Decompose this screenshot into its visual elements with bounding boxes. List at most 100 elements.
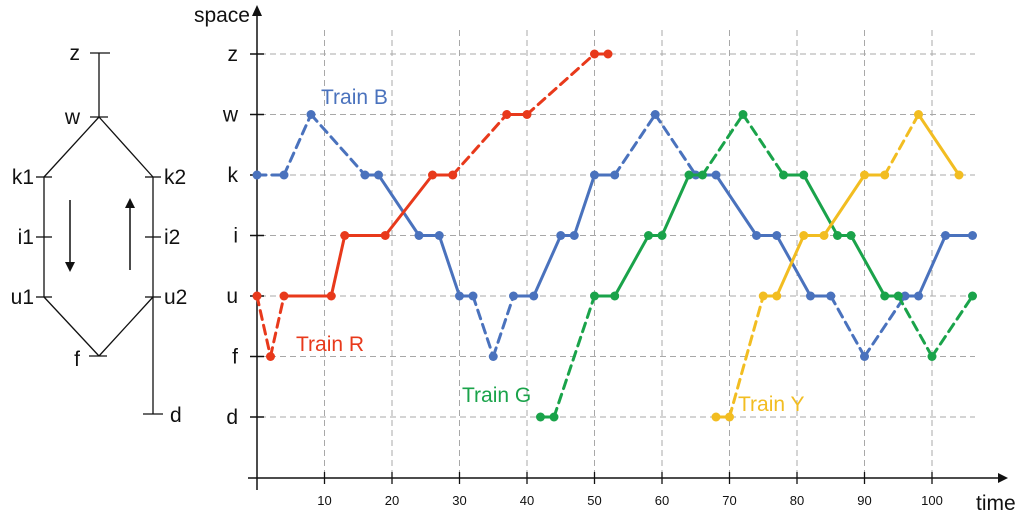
y-axis-title: space: [194, 4, 250, 27]
data-point: [556, 231, 566, 240]
data-point: [279, 170, 289, 180]
data-point: [914, 291, 923, 301]
series-segment: [917, 234, 947, 298]
node-label-u2: u2: [164, 286, 187, 309]
series-segment: [329, 234, 347, 298]
y-category-label: u: [226, 285, 238, 308]
series-segment: [532, 234, 563, 298]
data-point: [900, 291, 910, 301]
series-segment: [829, 294, 866, 358]
y-category-label: d: [226, 406, 238, 429]
series-segment: [728, 294, 765, 419]
series-segment: [714, 173, 758, 237]
chart-axes: space time: [194, 4, 1016, 515]
data-point: [549, 412, 559, 422]
x-tick-label: 100: [921, 493, 943, 508]
train-series: [252, 49, 977, 422]
series-segment: [775, 234, 812, 298]
label-train-r: Train R: [296, 333, 364, 356]
series-segment: [437, 234, 461, 298]
data-point: [758, 291, 768, 301]
series-segment: [896, 294, 934, 358]
data-point: [819, 231, 829, 240]
data-point: [279, 291, 289, 301]
data-point: [698, 170, 707, 180]
series-segment: [613, 234, 650, 298]
data-point: [846, 231, 856, 240]
data-point: [914, 110, 923, 119]
direction-arrows: [65, 198, 135, 272]
node-label-k1: k1: [12, 166, 34, 189]
data-point: [826, 291, 836, 301]
node-label-u1: u1: [11, 286, 34, 309]
data-point: [610, 170, 620, 180]
data-point: [711, 170, 721, 180]
track-w-k2: [98, 116, 154, 178]
node-label-k2: k2: [164, 166, 186, 189]
data-point: [860, 170, 869, 180]
series-segment: [282, 113, 313, 177]
data-point: [522, 110, 532, 119]
data-point: [468, 291, 478, 301]
series-train-r: [252, 49, 613, 361]
data-point: [380, 231, 390, 240]
data-point: [414, 231, 424, 240]
data-point: [954, 170, 964, 180]
series-segment: [451, 113, 509, 177]
series-train-b: [252, 110, 977, 361]
x-axis-title: time: [976, 492, 1016, 515]
data-point: [340, 231, 350, 240]
series-segment: [269, 294, 286, 358]
series-segment: [930, 294, 974, 358]
time-space-chart: space time 10 20 30 40 50 60 70 80 90 100 d f u i k w z…: [194, 4, 1016, 515]
data-point: [860, 352, 869, 361]
data-point: [799, 231, 809, 240]
series-segment: [701, 113, 745, 177]
data-point: [779, 170, 788, 180]
y-axis-arrow-icon: [252, 5, 262, 16]
series-segment: [377, 173, 421, 237]
arrow-down-icon: [65, 200, 75, 272]
series-segment: [863, 294, 907, 358]
data-point: [306, 110, 316, 119]
series-segment: [822, 173, 866, 237]
series-segment: [613, 113, 657, 177]
data-point: [880, 291, 890, 301]
series-segment: [525, 52, 596, 116]
series-segment: [802, 173, 839, 237]
x-tick-label: 10: [317, 493, 331, 508]
data-point: [880, 170, 890, 180]
series-segment: [653, 113, 698, 177]
data-point: [968, 291, 977, 301]
data-point: [893, 291, 903, 301]
data-point: [428, 170, 437, 180]
x-ticks: 10 20 30 40 50 60 70 80 90 100: [317, 493, 943, 508]
data-point: [252, 170, 262, 180]
node-label-i2: i2: [164, 226, 180, 249]
series-segment: [741, 113, 785, 177]
data-point: [360, 170, 370, 180]
data-point: [833, 231, 842, 240]
data-point: [752, 231, 761, 240]
data-point: [448, 170, 458, 180]
x-axis-arrow-icon: [998, 473, 1008, 483]
series-segment: [471, 294, 495, 358]
series-segment: [660, 173, 691, 237]
data-point: [650, 110, 660, 119]
series-segment: [383, 173, 434, 237]
data-point: [799, 170, 809, 180]
data-point: [326, 291, 336, 301]
x-tick-label: 90: [857, 493, 871, 508]
series-segment: [309, 113, 367, 177]
series-segment: [491, 294, 515, 358]
x-tick-label: 40: [520, 493, 534, 508]
arrow-up-icon: [125, 198, 135, 270]
y-category-label: w: [222, 104, 239, 127]
track-w-k1: [43, 116, 100, 178]
data-point: [529, 291, 539, 301]
data-point: [603, 49, 613, 59]
y-category-label: z: [228, 43, 239, 66]
series-segment: [572, 173, 596, 237]
series-segment: [917, 113, 961, 177]
